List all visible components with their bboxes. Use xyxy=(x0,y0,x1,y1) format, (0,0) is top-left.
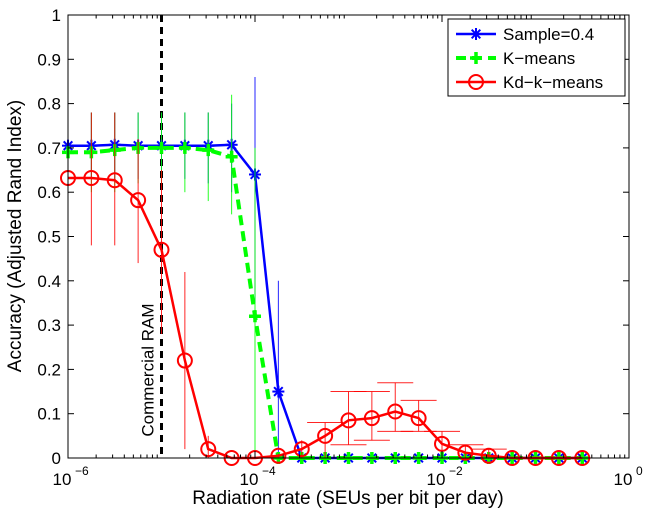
x-tick-label-exponent: −2 xyxy=(449,464,463,478)
error-bar xyxy=(400,399,437,432)
data-point xyxy=(176,352,193,369)
x-tick-label: 10 xyxy=(240,470,259,489)
data-point xyxy=(200,441,217,458)
data-point xyxy=(293,441,310,458)
y-tick-label: 0.7 xyxy=(37,139,61,158)
legend-item: Kd−k−means xyxy=(456,73,603,92)
data-point xyxy=(387,403,404,420)
x-tick-label: 10 xyxy=(427,470,446,489)
legend-label: Kd−k−means xyxy=(503,73,603,92)
error-bar xyxy=(353,391,390,441)
data-point xyxy=(317,427,334,444)
data-point xyxy=(83,170,100,187)
data-point xyxy=(202,144,215,157)
legend-marker xyxy=(468,74,484,90)
y-tick-label: 0.4 xyxy=(37,272,61,291)
x-tick-label-exponent: −4 xyxy=(262,464,276,478)
legend-item: K−means xyxy=(456,49,575,68)
x-tick-label: 10 xyxy=(614,470,633,489)
error-bar xyxy=(377,382,414,432)
x-axis-label: Radiation rate (SEUs per bit per day) xyxy=(192,488,504,509)
x-tick-label-exponent: −6 xyxy=(75,464,89,478)
legend-item: Sample=0.4 xyxy=(456,25,594,44)
data-point xyxy=(410,410,427,427)
y-tick-label: 0.3 xyxy=(37,316,61,335)
y-axis-label: Accuracy (Adjusted Rand Index) xyxy=(5,100,26,372)
commercial-ram-label: Commercial RAM xyxy=(139,303,158,436)
data-point xyxy=(457,444,474,461)
y-tick-label: 0.9 xyxy=(37,50,61,69)
data-point xyxy=(434,435,450,452)
data-point xyxy=(225,150,238,163)
y-tick-label: 0.6 xyxy=(37,183,61,202)
data-point xyxy=(363,410,380,427)
data-point xyxy=(155,141,168,154)
data-point xyxy=(480,447,497,464)
y-tick-label: 0.8 xyxy=(37,95,61,114)
data-point xyxy=(340,412,357,429)
y-tick-label: 0.5 xyxy=(37,228,61,247)
data-point xyxy=(153,241,170,258)
y-tick-label: 0 xyxy=(52,449,61,468)
y-tick-label: 0.1 xyxy=(37,405,61,424)
legend-label: K−means xyxy=(503,49,575,68)
legend-marker xyxy=(470,28,482,40)
data-point xyxy=(178,141,191,154)
data-point xyxy=(249,310,261,323)
y-tick-label: 0.2 xyxy=(37,360,61,379)
data-point xyxy=(106,172,123,189)
x-tick-label: 10 xyxy=(53,470,72,489)
y-tick-label: 1 xyxy=(52,6,61,25)
legend-marker xyxy=(470,52,482,64)
legend-label: Sample=0.4 xyxy=(503,25,594,44)
data-point xyxy=(270,447,287,464)
data-point xyxy=(130,192,147,209)
x-tick-label-exponent: 0 xyxy=(636,464,643,478)
legend: Sample=0.4 K−means Kd−k−means xyxy=(447,18,626,97)
data-point xyxy=(272,385,285,398)
